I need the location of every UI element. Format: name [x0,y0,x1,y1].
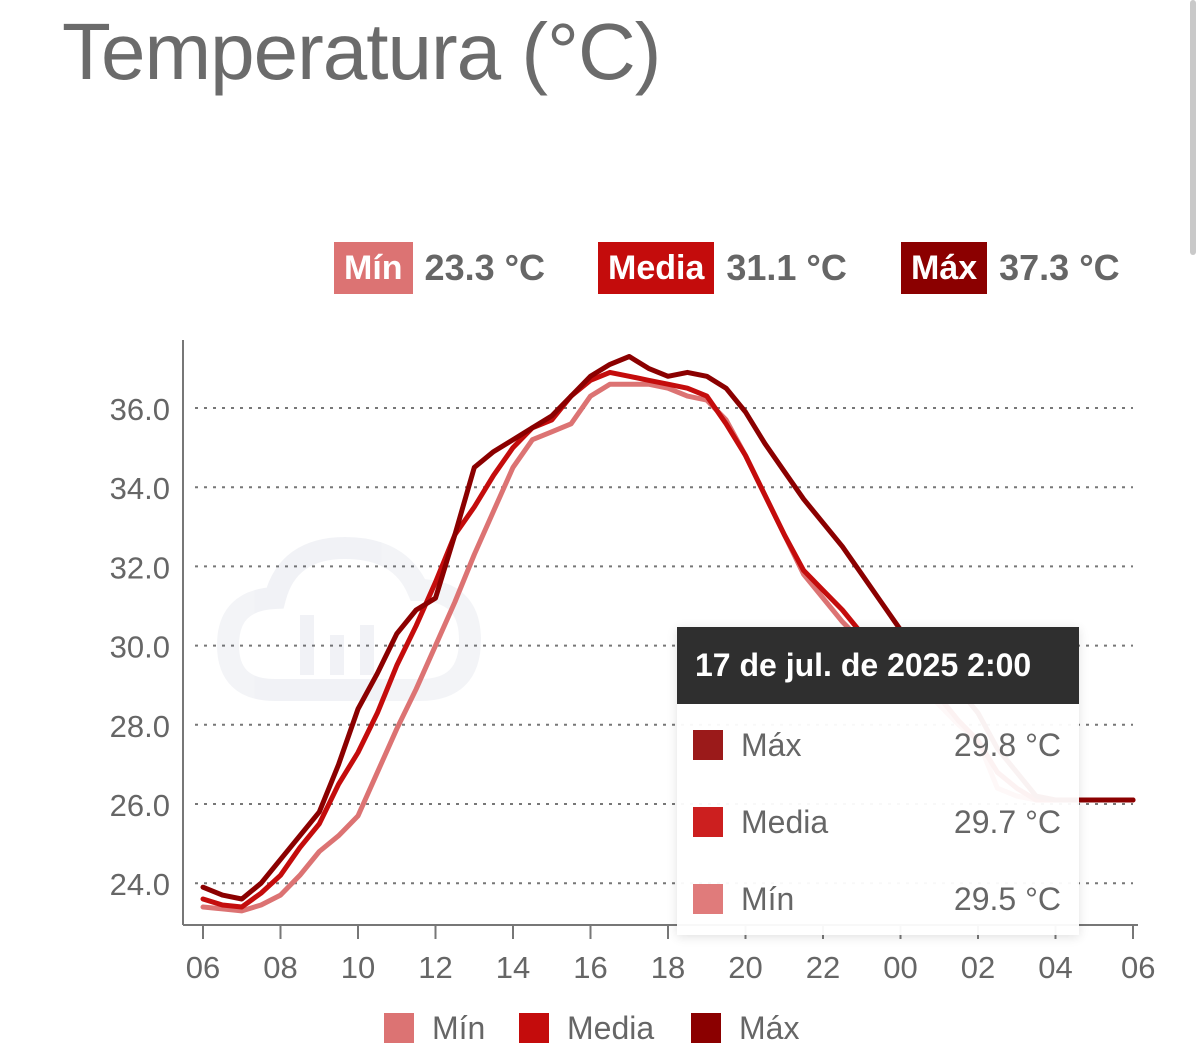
x-tick-label: 06 [186,950,220,985]
y-tick-label: 26.0 [110,788,170,823]
tooltip-header: 17 de jul. de 2025 2:00 [677,627,1079,704]
summary-media: Media 31.1 °C [598,240,847,295]
tooltip-row-media: Media 29.7 °C [677,802,1079,842]
chart-title: Temperatura (°C) [62,7,661,96]
y-tick-label: 36.0 [110,392,170,427]
tooltip-label-max: Máx [741,726,802,763]
x-axis-labels: 06 08 10 12 14 16 18 20 22 00 02 04 06 [186,950,1156,985]
legend-item-max[interactable]: Máx [691,1005,799,1051]
x-tick-label: 12 [418,950,452,985]
summary-max: Máx 37.3 °C [901,240,1120,295]
summary-max-value: 37.3 °C [999,246,1120,288]
summary-max-badge: Máx [901,241,988,294]
tooltip-swatch-max [693,730,723,760]
x-tick-label: 06 [1121,950,1155,985]
y-axis-labels: 24.0 26.0 28.0 30.0 32.0 34.0 36.0 [110,392,170,902]
tooltip-label-media: Media [741,803,829,840]
x-tick-label: 10 [341,950,375,985]
y-tick-label: 34.0 [110,471,170,506]
summary-min: Mín 23.3 °C [334,240,545,295]
legend-label-min: Mín [432,1009,486,1046]
gridlines [195,407,1133,885]
legend-swatch-min [384,1013,414,1043]
legend-item-min[interactable]: Mín [384,1005,485,1051]
legend-swatch-max [691,1013,721,1043]
x-tick-label: 20 [728,950,762,985]
y-tick-label: 30.0 [110,630,170,665]
legend-swatch-media [519,1013,549,1043]
x-tick-label: 16 [573,950,607,985]
tooltip-value-media: 29.7 °C [953,803,1061,840]
summary-min-value: 23.3 °C [424,246,546,288]
x-tick-label: 00 [883,950,917,985]
y-tick-label: 24.0 [110,867,170,902]
x-tick-label: 08 [263,950,297,985]
tooltip: 17 de jul. de 2025 2:00 Máx 29.8 °C Medi… [677,627,1079,935]
legend-label-media: Media [567,1009,655,1046]
y-tick-label: 32.0 [110,550,170,585]
x-tick-label: 22 [806,950,840,985]
tooltip-row-min: Mín 29.5 °C [677,879,1079,919]
x-tick-label: 18 [651,950,685,985]
legend-label-max: Máx [739,1009,800,1046]
x-tick-label: 02 [961,950,995,985]
x-tick-label: 14 [496,950,530,985]
summary-media-value: 31.1 °C [726,246,847,288]
temperature-chart[interactable]: 24.0 26.0 28.0 30.0 32.0 34.0 36.0 06 08 10 12 14 1… [0,0,1200,1000]
tooltip-row-max: Máx 29.8 °C [677,725,1079,765]
tooltip-label-min: Mín [741,880,795,917]
tooltip-value-min: 29.5 °C [953,880,1061,917]
scrollbar[interactable] [1190,0,1196,255]
tooltip-swatch-media [693,807,723,837]
tooltip-value-max: 29.8 °C [953,726,1061,763]
tooltip-swatch-min [693,884,723,914]
cloud-logo-watermark [216,536,482,701]
summary-min-badge: Mín [334,241,413,294]
x-tick-label: 04 [1038,950,1072,985]
summary-media-badge: Media [598,241,715,294]
y-tick-label: 28.0 [110,709,170,744]
legend-item-media[interactable]: Media [519,1005,654,1051]
